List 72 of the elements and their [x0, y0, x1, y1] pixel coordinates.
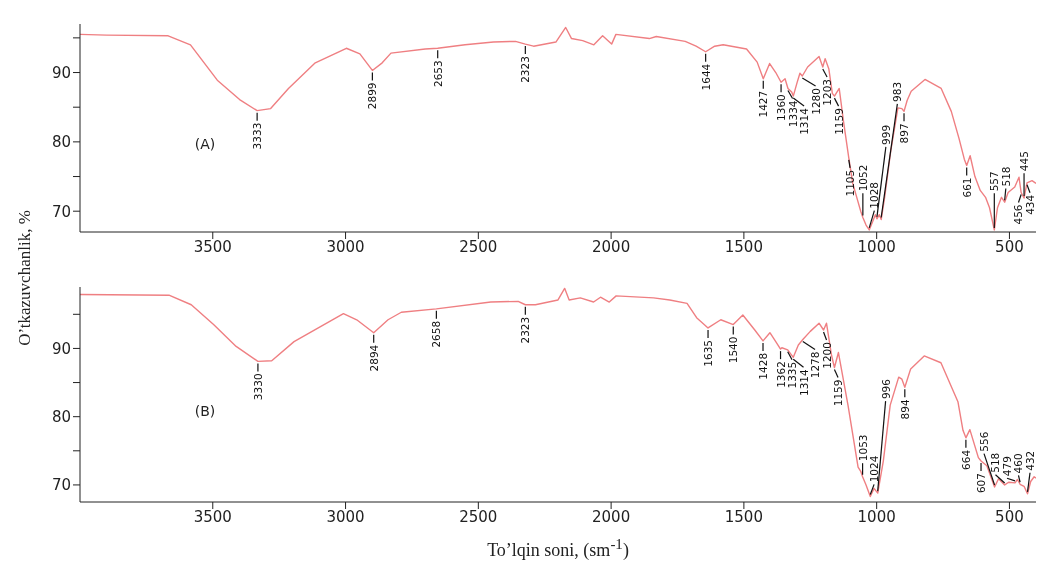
annotation: 479 [1001, 456, 1013, 477]
x-tick-label: 2500 [459, 507, 498, 526]
y-tick-label: 70 [51, 202, 71, 221]
annotation: 894 [898, 399, 911, 420]
text: (B) [194, 403, 216, 419]
x-tick-label: 500 [995, 237, 1024, 256]
y-tick-label: 80 [51, 408, 71, 427]
annotation: 1428 [757, 352, 770, 380]
annotation: 1540 [727, 336, 740, 364]
y-tick-label: 80 [51, 133, 71, 152]
x-tick-label: 3000 [326, 507, 365, 526]
annotation: 1159 [832, 108, 845, 135]
x-tick-label: 1500 [724, 237, 763, 256]
x-tick-label: 1000 [857, 507, 896, 526]
annotation: 897 [898, 123, 911, 144]
x-tick-label: 2000 [592, 237, 631, 256]
annotation: 1427 [757, 90, 770, 118]
annotation: 2899 [366, 82, 379, 110]
annotation: 1335 [786, 361, 799, 389]
annotation: 556 [978, 431, 990, 452]
annotation: 3333 [251, 122, 264, 150]
annotation: 1053 [856, 434, 869, 462]
annotation: 1314 [798, 107, 811, 135]
annotation: 1028 [868, 181, 881, 209]
annotation: 607 [975, 473, 988, 494]
annotation: 664 [959, 449, 972, 470]
annotation: 1052 [856, 164, 869, 192]
x-tick-label: 3500 [193, 237, 232, 256]
annotation: 1159 [832, 379, 845, 407]
x-tick-label: 2500 [459, 237, 498, 256]
x-tick-label: 3500 [193, 507, 232, 526]
annotation: 2323 [519, 56, 532, 83]
annotation: 3330 [251, 373, 264, 401]
annotation: 1200 [820, 342, 833, 369]
annotation: 445 [1018, 151, 1031, 172]
annotation: 1360 [775, 94, 788, 121]
text: (A) [194, 135, 216, 152]
x-tick-label: 3000 [326, 237, 365, 256]
annotation: 2323 [519, 316, 532, 344]
annotation: 1635 [702, 339, 715, 367]
x-tick-label: 1000 [857, 237, 896, 256]
annotation: 1105 [844, 169, 857, 197]
annotation: 2894 [367, 344, 380, 372]
annotation: 1024 [868, 455, 881, 483]
x-tick-label: 500 [995, 507, 1024, 526]
x-tick-label: 1500 [724, 507, 763, 526]
annotation: 1278 [809, 351, 822, 379]
annotation: 2653 [431, 60, 444, 87]
y-tick-label: 90 [51, 63, 71, 82]
annotation: 518 [999, 166, 1012, 187]
x-axis-title: To’lqin soni, (sm$^{-1}$) [486, 536, 630, 561]
annotation: 456 [1012, 204, 1025, 225]
annotation: 1334 [786, 100, 799, 128]
annotation: 1644 [699, 63, 712, 91]
x-tick-label: 2000 [592, 507, 631, 526]
annotation: 996 [879, 378, 892, 400]
annotation: 2658 [430, 320, 443, 348]
y-tick-label: 70 [51, 476, 71, 495]
annotation: 983 [891, 81, 904, 102]
y-axis-title: O’tkazuvchanlik, % [14, 210, 34, 346]
annotation: 1203 [821, 78, 834, 106]
annotation: 1280 [809, 88, 822, 115]
annotation: 1314 [797, 368, 810, 397]
annotation: 1362 [774, 361, 787, 388]
annotation: 432 [1024, 450, 1036, 471]
annotation: 434 [1024, 194, 1036, 215]
annotation: 518 [989, 452, 1002, 473]
annotation: 557 [988, 171, 1001, 192]
y-tick-label: 90 [51, 339, 71, 358]
annotation: 999 [879, 124, 892, 145]
annotation: 460 [1012, 453, 1025, 474]
annotation: 661 [960, 177, 973, 198]
